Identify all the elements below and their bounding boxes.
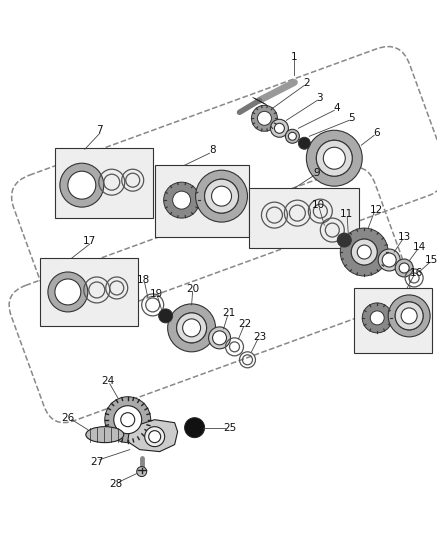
- Text: 26: 26: [61, 413, 74, 423]
- Circle shape: [105, 397, 151, 442]
- Bar: [55, 148, 153, 218]
- Circle shape: [323, 147, 345, 169]
- Text: 16: 16: [410, 268, 423, 278]
- Text: 13: 13: [398, 232, 411, 242]
- Circle shape: [351, 239, 377, 265]
- Circle shape: [286, 130, 300, 143]
- Text: 9: 9: [313, 168, 320, 178]
- Circle shape: [275, 123, 284, 133]
- Bar: [155, 165, 250, 237]
- Circle shape: [148, 431, 161, 442]
- Circle shape: [401, 308, 417, 324]
- Text: 6: 6: [373, 128, 380, 138]
- Text: 22: 22: [238, 319, 251, 329]
- Circle shape: [137, 466, 147, 477]
- Circle shape: [205, 179, 239, 213]
- Text: 11: 11: [339, 209, 353, 219]
- Text: 27: 27: [90, 457, 103, 466]
- Text: 19: 19: [150, 289, 163, 299]
- Text: 18: 18: [137, 275, 150, 285]
- Circle shape: [306, 130, 362, 186]
- Circle shape: [316, 140, 352, 176]
- Text: 8: 8: [209, 145, 216, 155]
- Circle shape: [212, 331, 226, 345]
- Bar: [250, 188, 359, 248]
- Circle shape: [212, 186, 232, 206]
- Circle shape: [159, 309, 173, 323]
- Circle shape: [60, 163, 104, 207]
- Text: 23: 23: [253, 332, 266, 342]
- Circle shape: [378, 249, 400, 271]
- Text: 2: 2: [303, 78, 310, 88]
- Text: 3: 3: [316, 93, 323, 103]
- Circle shape: [388, 295, 430, 337]
- Circle shape: [258, 111, 272, 125]
- Circle shape: [183, 319, 201, 337]
- Circle shape: [168, 304, 215, 352]
- Circle shape: [399, 263, 409, 273]
- Circle shape: [184, 418, 205, 438]
- Circle shape: [68, 171, 96, 199]
- Text: 5: 5: [348, 114, 355, 123]
- Circle shape: [357, 245, 371, 259]
- Circle shape: [370, 311, 384, 325]
- Circle shape: [48, 272, 88, 312]
- Circle shape: [205, 179, 239, 213]
- Text: 28: 28: [109, 479, 122, 489]
- Bar: [354, 288, 432, 353]
- Circle shape: [196, 170, 247, 222]
- Text: 4: 4: [333, 103, 339, 114]
- Circle shape: [395, 302, 423, 330]
- Text: 10: 10: [312, 200, 325, 210]
- Text: 17: 17: [83, 236, 96, 246]
- Text: 1: 1: [291, 52, 298, 62]
- Text: 21: 21: [222, 308, 235, 318]
- Circle shape: [55, 279, 81, 305]
- Circle shape: [121, 413, 135, 427]
- Text: 12: 12: [370, 205, 383, 215]
- Circle shape: [173, 191, 191, 209]
- Text: 7: 7: [96, 125, 103, 135]
- Circle shape: [316, 140, 352, 176]
- Circle shape: [382, 253, 396, 267]
- Circle shape: [288, 132, 297, 140]
- Circle shape: [177, 313, 207, 343]
- Text: 14: 14: [413, 242, 426, 252]
- Circle shape: [395, 302, 423, 330]
- Text: 20: 20: [186, 284, 199, 294]
- Circle shape: [340, 228, 388, 276]
- Text: 25: 25: [223, 423, 236, 433]
- Circle shape: [177, 313, 207, 343]
- Circle shape: [251, 106, 277, 131]
- Circle shape: [362, 303, 392, 333]
- Circle shape: [164, 182, 200, 218]
- Circle shape: [298, 138, 311, 149]
- Circle shape: [270, 119, 288, 138]
- Ellipse shape: [86, 427, 124, 442]
- Circle shape: [395, 259, 413, 277]
- Text: 24: 24: [101, 376, 114, 386]
- Circle shape: [337, 233, 351, 247]
- Circle shape: [208, 327, 230, 349]
- Text: 15: 15: [424, 255, 438, 265]
- Polygon shape: [128, 419, 178, 451]
- Bar: [40, 258, 138, 326]
- Circle shape: [145, 427, 165, 447]
- Circle shape: [351, 239, 377, 265]
- Circle shape: [114, 406, 142, 434]
